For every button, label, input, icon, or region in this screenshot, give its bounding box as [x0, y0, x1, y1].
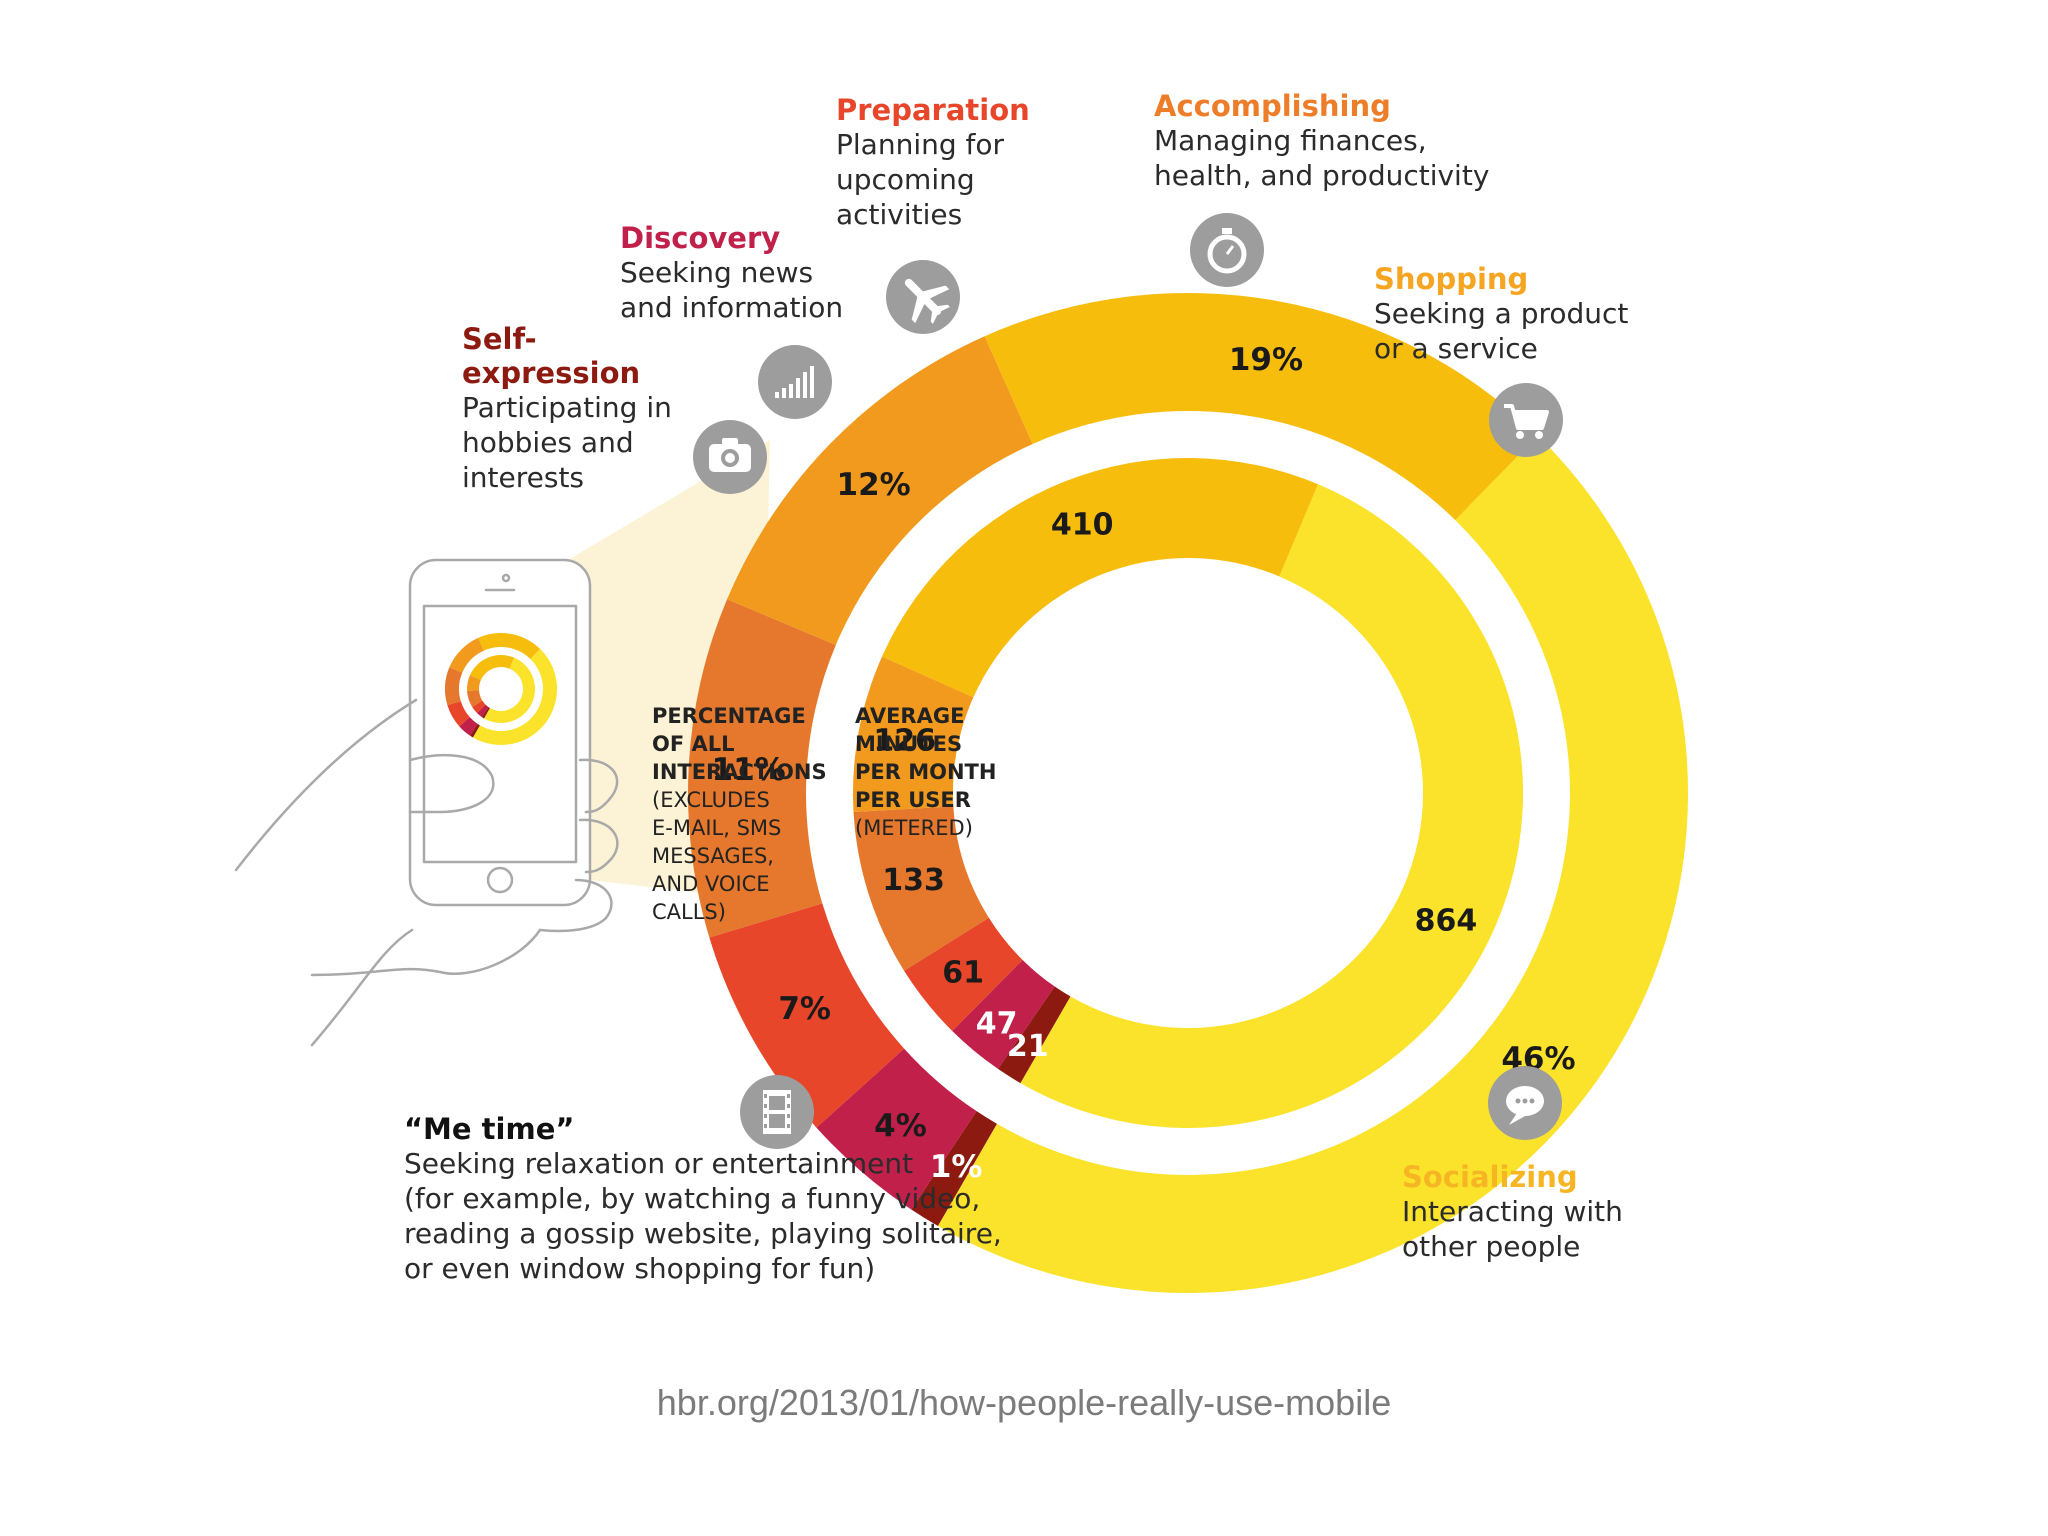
mini-donut-segment: [449, 637, 484, 673]
mini-donut-segment: [467, 690, 483, 708]
outer-ring-segment: [709, 903, 905, 1128]
category-socializing: Socializing Interacting with other peopl…: [1402, 1160, 1623, 1264]
outer-ring-segment: [687, 599, 836, 938]
category-description: Seeking a product or a service: [1374, 297, 1629, 365]
mini-donut-segment: [477, 704, 489, 718]
outer-ring-segment: [984, 292, 1538, 521]
mini-donut-segment: [469, 655, 515, 681]
chat-bubble-icon: [1488, 1066, 1562, 1140]
outer-ring-title: PERCENTAGE OF ALL INTERACTIONS: [652, 704, 827, 784]
inner-ring-measure: AVERAGE MINUTES PER MONTH PER USER (METE…: [855, 674, 996, 870]
shopping-cart-icon: [1489, 383, 1563, 457]
inner-ring-segment: [853, 656, 974, 812]
inner-ring: [853, 457, 1524, 1129]
inner-ring-label: 21: [1007, 1029, 1049, 1064]
hand-holding-phone-icon: [234, 558, 619, 1047]
outer-ring-label: 1%: [930, 1149, 983, 1185]
stopwatch-icon: [1190, 213, 1264, 287]
mini-donut-segment: [470, 723, 480, 738]
outer-ring-note: (EXCLUDES E-MAIL, SMS MESSAGES, AND VOIC…: [652, 788, 782, 924]
category-title: Accomplishing: [1154, 89, 1391, 123]
inner-ring-label: 864: [1415, 904, 1478, 939]
source-link[interactable]: hbr.org/2013/01/how-people-really-use-mo…: [656, 1382, 1392, 1423]
category-title: “Me time”: [404, 1112, 575, 1146]
inner-ring-segment: [882, 457, 1319, 698]
category-shopping: Shopping Seeking a product or a service: [1374, 262, 1628, 366]
category-description: Planning for upcoming activities: [836, 128, 1005, 231]
outer-ring-measure: PERCENTAGE OF ALL INTERACTIONS (EXCLUDES…: [652, 674, 827, 954]
airplane-icon: [886, 260, 960, 334]
category-description: Participating in hobbies and interests: [462, 391, 672, 494]
category-title: Preparation: [836, 93, 1030, 127]
outer-ring-segment: [727, 336, 1033, 645]
inner-ring-note: (METERED): [855, 816, 973, 840]
outer-ring-label: 12%: [837, 467, 911, 503]
category-description: Seeking news and information: [620, 256, 844, 324]
category-description: Seeking relaxation or entertainment (for…: [404, 1147, 1002, 1285]
mini-donut: [445, 633, 558, 746]
mini-donut-segment: [473, 648, 558, 746]
category-description: Interacting with other people: [1402, 1195, 1623, 1263]
outer-ring-label: 7%: [778, 991, 831, 1027]
category-title: Shopping: [1374, 262, 1529, 296]
inner-ring-label: 61: [942, 955, 984, 990]
mini-donut-segment: [445, 667, 463, 706]
mini-donut-segment: [481, 707, 490, 719]
film-strip-icon: [740, 1075, 814, 1149]
inner-ring-segment: [853, 806, 989, 971]
category-title: Socializing: [1402, 1160, 1578, 1194]
outer-ring-label: 19%: [1229, 342, 1303, 378]
inner-ring-label: 410: [1051, 508, 1114, 543]
inner-ring-segment: [998, 986, 1071, 1084]
inner-ring-label: 47: [976, 1007, 1018, 1042]
outer-ring-segment: [911, 1111, 997, 1227]
mini-donut-segment: [447, 701, 470, 727]
mini-donut-segment: [472, 700, 486, 714]
category-accomplishing: Accomplishing Managing finances, health,…: [1154, 89, 1489, 193]
category-discovery: Discovery Seeking news and information: [620, 221, 843, 325]
category-title: Self- expression: [462, 322, 641, 390]
mini-donut-segment: [459, 717, 478, 736]
inner-ring-segment: [952, 959, 1055, 1069]
mini-donut-segment: [484, 657, 535, 723]
inner-ring-label: 126: [873, 724, 936, 759]
category-preparation: Preparation Planning for upcoming activi…: [836, 93, 1030, 232]
mini-donut-segment: [478, 633, 541, 659]
category-me-time: “Me time” Seeking relaxation or entertai…: [404, 1112, 1002, 1286]
category-description: Managing finances, health, and productiv…: [1154, 124, 1490, 192]
inner-ring-title: AVERAGE MINUTES PER MONTH PER USER: [855, 704, 997, 812]
category-title: Discovery: [620, 221, 781, 255]
outer-ring-label: 4%: [874, 1108, 927, 1144]
camera-icon: [693, 420, 767, 494]
category-self-expression: Self- expression Participating in hobbie…: [462, 322, 672, 495]
signal-bars-icon: [758, 345, 832, 419]
outer-ring-label: 11%: [712, 752, 786, 788]
mini-donut-segment: [467, 675, 481, 691]
inner-ring-segment: [904, 917, 1023, 1031]
outer-ring-segment: [816, 1048, 977, 1210]
inner-ring-label: 133: [882, 863, 945, 898]
inner-ring-segment: [1020, 484, 1524, 1129]
